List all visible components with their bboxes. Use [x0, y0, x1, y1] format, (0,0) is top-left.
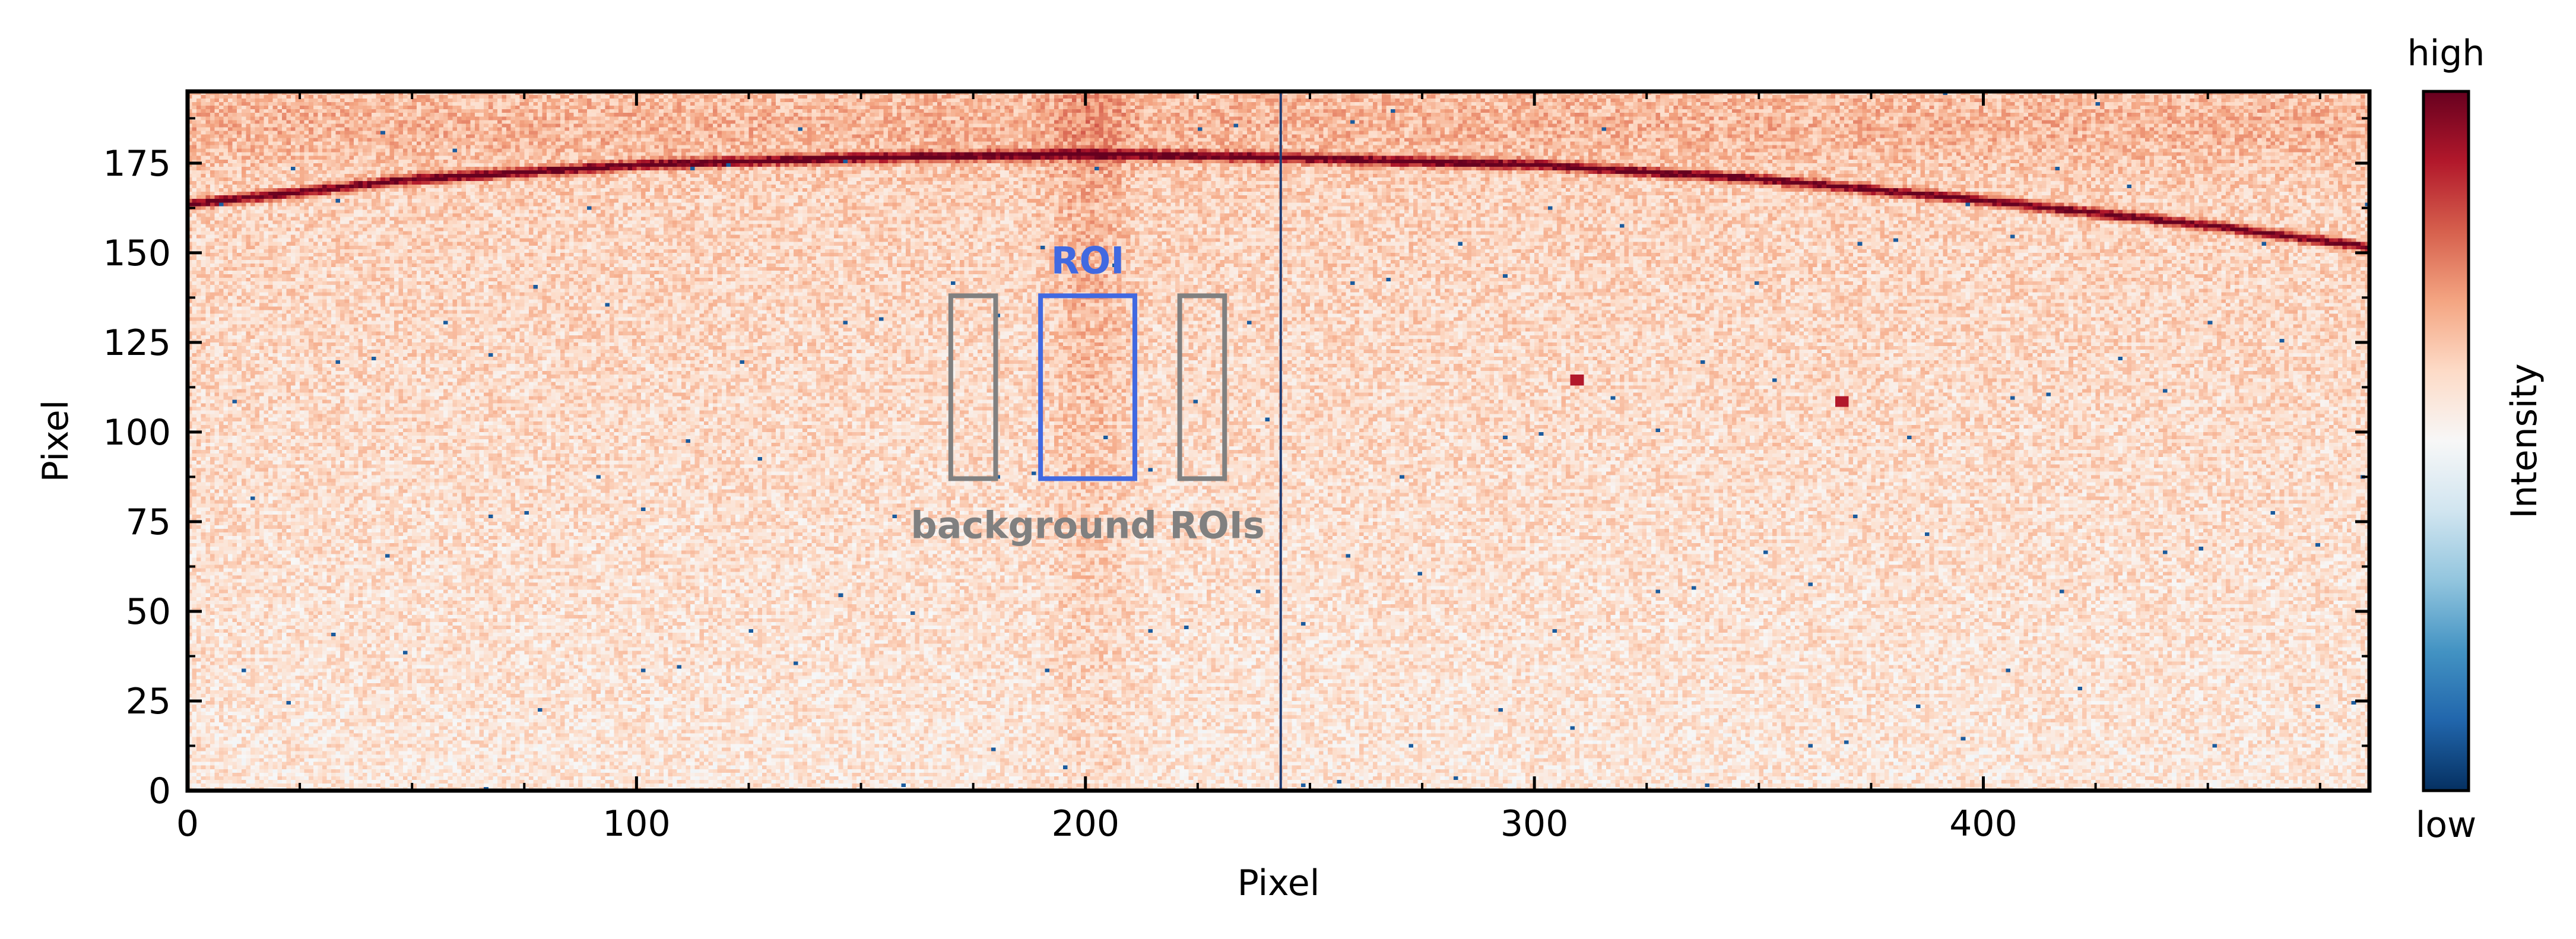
background-roi-box-2 — [1177, 293, 1227, 481]
x-tick-label: 400 — [1949, 803, 2017, 845]
x-axis-label: Pixel — [1238, 862, 1320, 904]
roi-label: ROI — [1051, 239, 1125, 282]
background-rois-label: background ROIs — [911, 503, 1264, 547]
heatmap-image — [188, 91, 2369, 791]
y-tick-label: 100 — [103, 412, 171, 453]
tick-layer: 0 100 200 300 400 0 25 50 75 100 125 150 175 — [103, 91, 2369, 845]
y-axis-label: Pixel — [35, 400, 77, 483]
x-tick-label: 200 — [1051, 803, 1119, 845]
y-tick-label: 25 — [126, 681, 171, 722]
y-tick-label: 75 — [126, 502, 171, 543]
y-tick-label: 150 — [103, 233, 171, 274]
y-tick-label: 125 — [103, 322, 171, 364]
y-tick-label: 0 — [148, 770, 171, 812]
y-tick-label: 175 — [103, 143, 171, 185]
y-tick-label: 50 — [126, 591, 171, 633]
colorbar — [2422, 90, 2470, 792]
overlay-layer — [948, 91, 1282, 791]
roi-box — [1038, 293, 1137, 481]
colorbar-label: Intensity — [2504, 363, 2545, 518]
plot-frame — [185, 89, 2372, 793]
x-tick-label: 100 — [602, 803, 671, 845]
colorbar-high-label: high — [2407, 33, 2485, 74]
colorbar-low-label: low — [2416, 804, 2476, 846]
background-roi-box-1 — [948, 293, 998, 481]
heatmap-raster — [188, 91, 2369, 791]
x-tick-label: 300 — [1500, 803, 1569, 845]
x-tick-label: 0 — [176, 803, 199, 845]
